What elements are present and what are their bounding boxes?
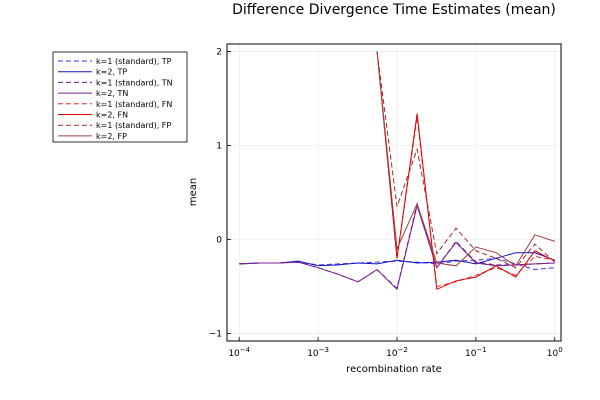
legend-entry-label: k=1 (standard), TN (96, 78, 173, 87)
y-axis-label: mean (188, 178, 199, 206)
series-line-7 (376, 51, 556, 269)
series-line-6 (376, 51, 556, 291)
ticks: 10−4 10−3 10−2 10−1 100 −1 0 1 2 (209, 48, 563, 359)
legend-box (52, 51, 188, 143)
series-line-2 (239, 252, 555, 267)
series-line-5 (376, 51, 555, 288)
x-tick-label: 10−1 (465, 346, 487, 359)
chart-title: Difference Divergence Time Estimates (me… (232, 2, 556, 18)
y-tick-label: −1 (209, 329, 222, 339)
y-tick-label: 0 (216, 235, 222, 245)
x-tick-label: 10−2 (386, 346, 408, 359)
x-axis-label: recombination rate (346, 364, 442, 375)
legend: k=1 (standard), TPk=2, TPk=1 (standard),… (52, 51, 188, 143)
legend-entry-label: k=2, TN (96, 89, 128, 98)
series-line-4 (239, 203, 555, 291)
legend-entry-label: k=1 (standard), FN (96, 100, 172, 109)
plot-frame (226, 43, 562, 342)
x-tick-label: 10−4 (228, 346, 250, 359)
y-tick-label: 2 (216, 48, 222, 58)
legend-entry-label: k=1 (standard), TP (96, 57, 172, 66)
legend-entry-label: k=2, FN (96, 111, 128, 120)
grid (227, 44, 561, 341)
legend-entry-label: k=1 (standard), FP (96, 121, 171, 130)
y-tick-label: 1 (216, 142, 222, 152)
x-tick-label: 10−3 (307, 346, 329, 359)
legend-entry-label: k=2, FP (96, 132, 127, 141)
series-layer (239, 51, 556, 291)
legend-entry-label: k=2, TP (96, 68, 127, 77)
series-line-8 (376, 51, 555, 267)
x-tick-label: 100 (547, 346, 563, 359)
